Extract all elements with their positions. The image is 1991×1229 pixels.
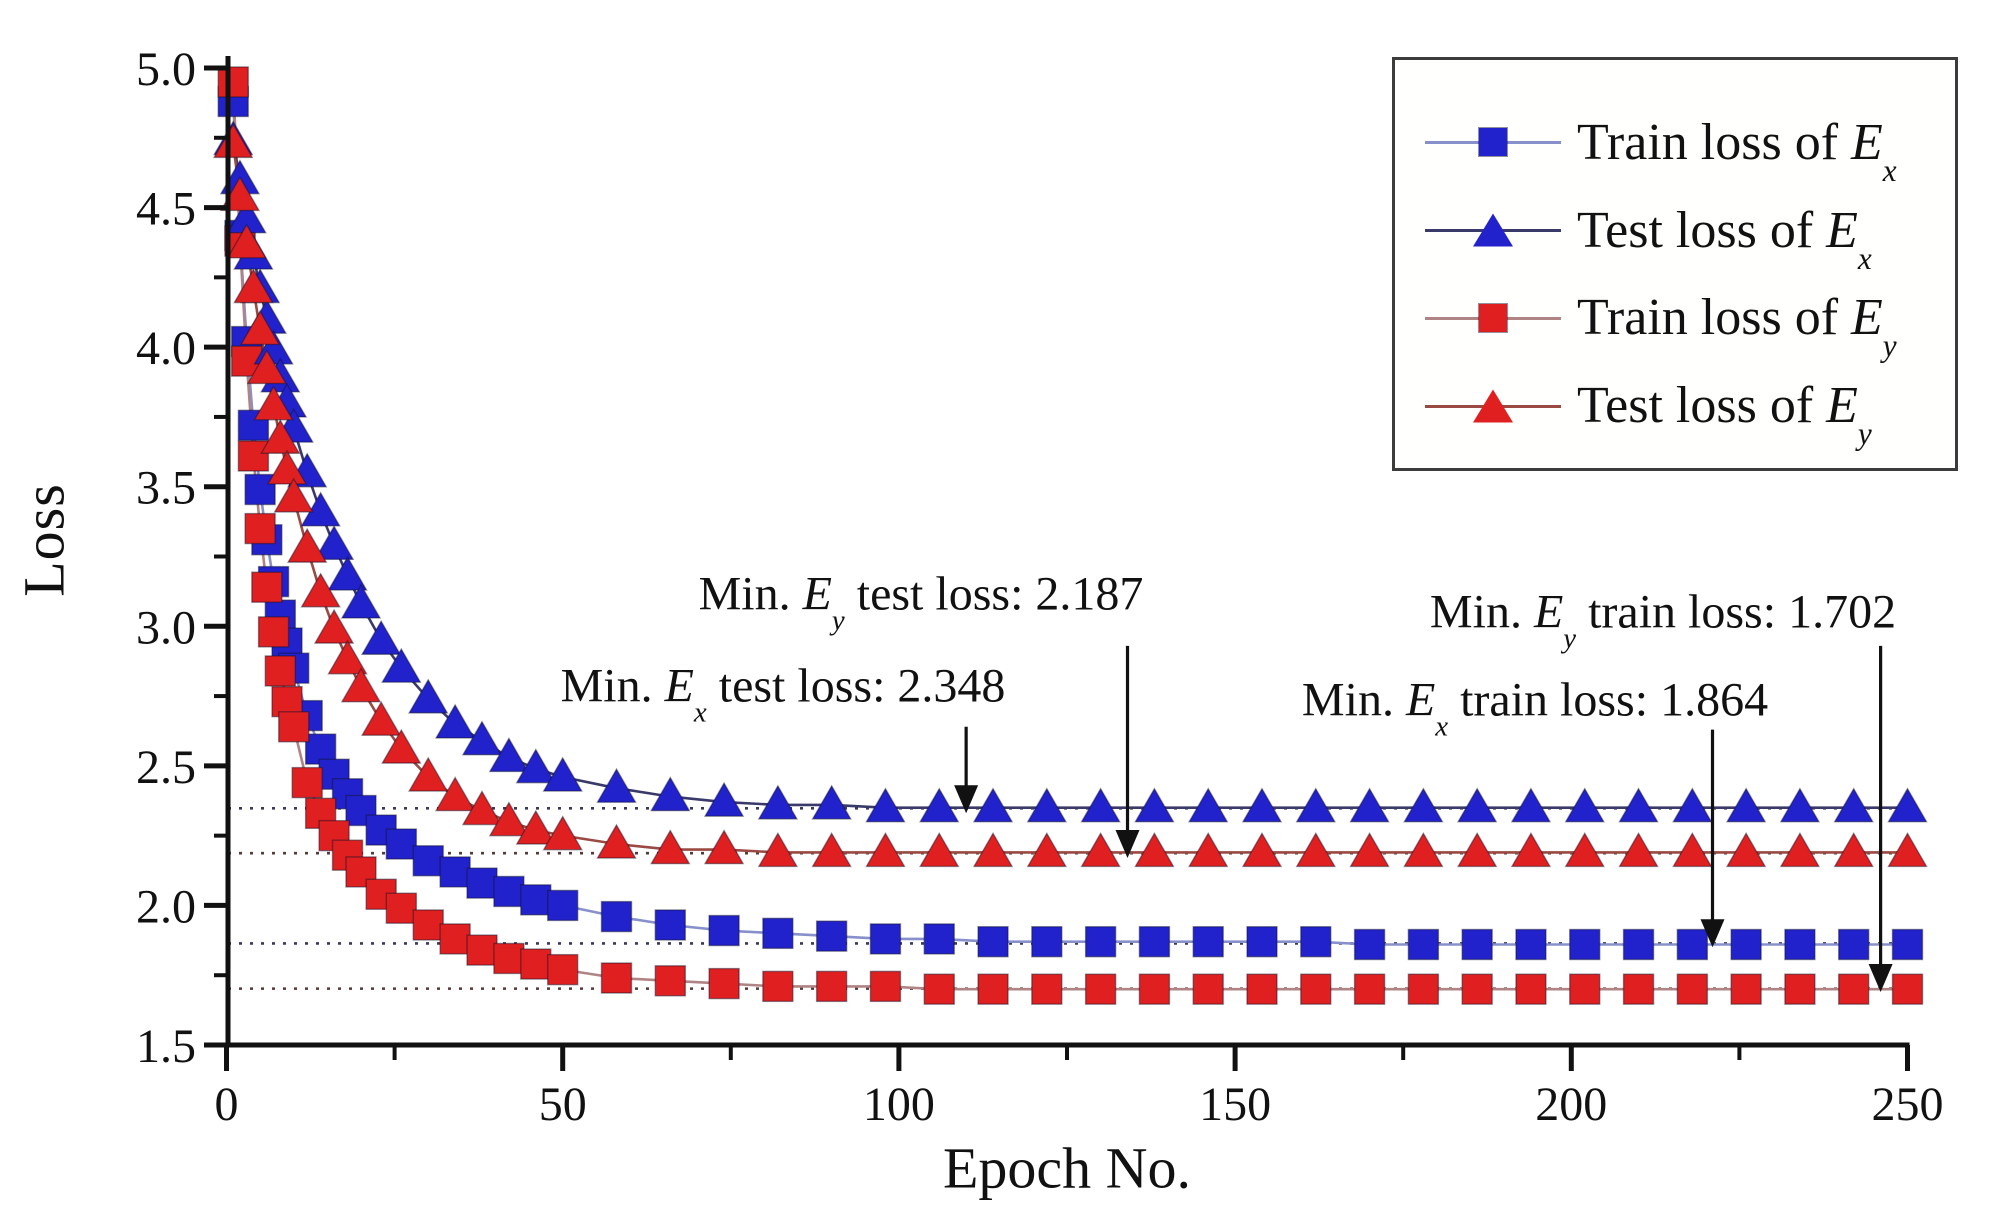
legend: Train loss of Ex Test loss of Ex Train l…	[1392, 57, 1958, 471]
annotation-min-ex-test-loss: Min. Ex test loss: 2.348	[560, 659, 1006, 728]
triangle-marker-icon	[1473, 389, 1513, 423]
annotation-text: test loss: 2.348	[706, 659, 1006, 713]
annotation-text: train loss: 1.864	[1448, 673, 1769, 727]
triangle-marker-icon	[1473, 213, 1513, 247]
annotation-text: Min.	[1429, 585, 1534, 639]
annotation-min-ey-test-loss: Min. Ey test loss: 2.187	[698, 567, 1144, 636]
annotation-subscript: x	[1435, 710, 1449, 743]
legend-label: Train loss of Ex	[1577, 113, 1897, 188]
annotation-text: Min.	[698, 567, 803, 621]
annotation-subscript: x	[693, 696, 707, 729]
legend-line	[1425, 300, 1561, 336]
svg-text:200: 200	[1535, 1078, 1607, 1131]
svg-text:0: 0	[215, 1078, 239, 1131]
annotation-text: test loss: 2.187	[844, 567, 1144, 621]
legend-item-train-ey: Train loss of Ey	[1395, 288, 1955, 364]
svg-text:3.5: 3.5	[136, 462, 196, 515]
square-marker-icon	[1479, 303, 1507, 332]
annotation-min-ey-train-loss: Min. Ey train loss: 1.702	[1429, 585, 1897, 654]
legend-line	[1425, 124, 1561, 160]
annotation-text: Min.	[1301, 673, 1406, 727]
legend-label: Train loss of Ey	[1577, 289, 1897, 364]
legend-line	[1425, 388, 1561, 424]
svg-text:4.5: 4.5	[136, 183, 196, 236]
annotation-text: train loss: 1.702	[1576, 585, 1897, 639]
square-marker-icon	[1479, 128, 1507, 157]
svg-text:5.0: 5.0	[136, 43, 196, 96]
annotation-variable: E	[664, 659, 694, 713]
legend-line	[1425, 212, 1561, 248]
svg-text:1.5: 1.5	[136, 1020, 196, 1073]
svg-text:50: 50	[539, 1078, 587, 1131]
legend-item-test-ey: Test loss of Ey	[1395, 376, 1955, 452]
svg-text:100: 100	[863, 1078, 935, 1131]
legend-label: Test loss of Ey	[1577, 377, 1872, 452]
legend-label: Test loss of Ex	[1577, 201, 1872, 276]
svg-text:3.0: 3.0	[136, 601, 196, 654]
svg-text:2.5: 2.5	[136, 741, 196, 794]
annotation-text: Min.	[560, 659, 665, 713]
legend-item-test-ex: Test loss of Ex	[1395, 201, 1955, 276]
annotation-subscript: y	[831, 604, 845, 637]
y-axis-title: Loss	[11, 483, 77, 597]
svg-text:150: 150	[1199, 1078, 1271, 1131]
annotation-variable: E	[1533, 585, 1564, 639]
annotation-variable: E	[1405, 673, 1436, 727]
svg-text:250: 250	[1872, 1078, 1944, 1131]
annotation-subscript: y	[1563, 622, 1577, 655]
svg-text:2.0: 2.0	[136, 880, 196, 933]
svg-text:4.0: 4.0	[136, 322, 196, 375]
annotation-variable: E	[802, 567, 832, 621]
annotation-min-ex-train-loss: Min. Ex train loss: 1.864	[1301, 673, 1769, 742]
legend-item-train-ex: Train loss of Ex	[1395, 113, 1955, 188]
x-axis-title: Epoch No.	[942, 1135, 1192, 1201]
